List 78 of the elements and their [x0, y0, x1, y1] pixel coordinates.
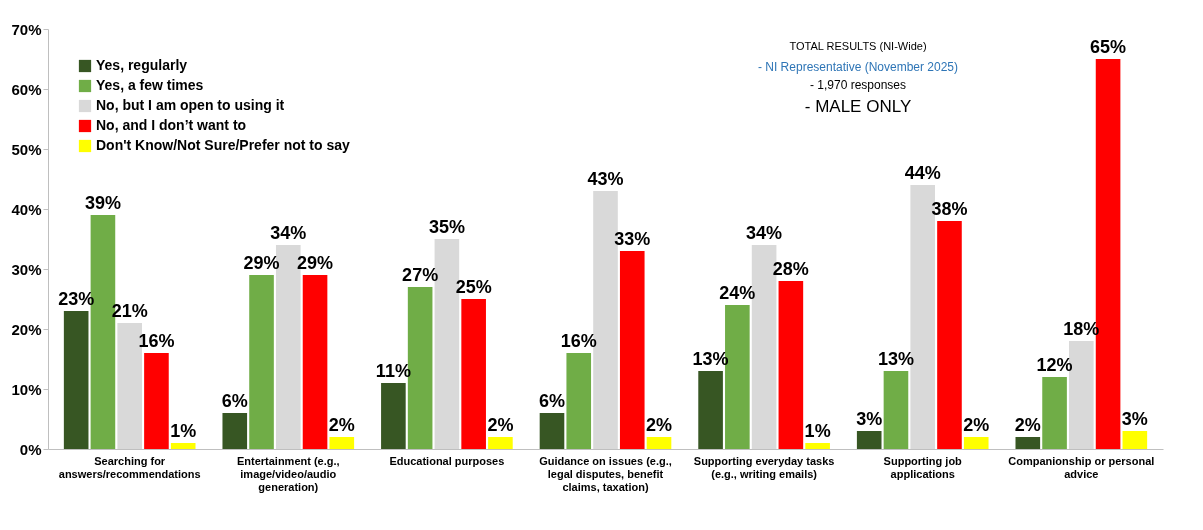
bar — [1122, 431, 1148, 449]
data-label: 34% — [270, 223, 307, 243]
bar — [144, 353, 169, 449]
data-label: 1% — [804, 421, 831, 441]
y-tick-label: 30% — [11, 260, 42, 278]
bar — [1015, 437, 1041, 449]
data-label: 27% — [402, 265, 439, 285]
data-label: 6% — [538, 391, 565, 411]
bar — [302, 275, 328, 449]
bar — [805, 443, 830, 449]
data-label: 2% — [1014, 415, 1041, 435]
y-tick-label: 20% — [11, 320, 42, 338]
data-label: 39% — [84, 193, 121, 213]
y-tick-label: 10% — [11, 380, 42, 398]
bar — [329, 437, 355, 449]
data-label: 2% — [328, 415, 355, 435]
data-label: 28% — [772, 259, 809, 279]
legend-label: Yes, regularly — [96, 57, 188, 73]
bar — [963, 437, 989, 449]
bar — [778, 281, 804, 449]
data-label: 2% — [963, 415, 990, 435]
data-label: 35% — [428, 217, 465, 237]
annotation: TOTAL RESULTS (NI-Wide) — [789, 40, 927, 52]
legend-label: No, and I don’t want to — [96, 117, 247, 133]
data-label: 29% — [297, 253, 334, 273]
data-label: 16% — [560, 331, 597, 351]
bar — [222, 413, 248, 449]
bar — [698, 371, 723, 449]
x-tick-label: Entertainment (e.g., image/video/audio generation) — [236, 454, 340, 493]
data-label: 34% — [746, 223, 783, 243]
x-tick-label: Supporting job applications — [883, 454, 963, 480]
x-tick-label: Guidance on issues (e.g., legal disputes, benefit claims, taxation) — [539, 454, 672, 493]
data-label: 16% — [138, 331, 175, 351]
data-label: 1% — [170, 421, 197, 441]
y-tick-label: 70% — [11, 20, 42, 38]
x-tick-label: Searching for answers/recommendations — [58, 454, 201, 480]
bar — [937, 221, 962, 449]
data-label: 3% — [1121, 409, 1148, 429]
bar — [381, 383, 406, 449]
bar — [883, 371, 909, 449]
x-tick-label: Educational purposes — [389, 454, 505, 467]
data-label: 65% — [1090, 37, 1127, 57]
annotation: - NI Representative (November 2025) — [757, 60, 959, 74]
data-label: 24% — [719, 283, 756, 303]
y-tick-label: 40% — [11, 200, 42, 218]
bar — [170, 443, 196, 449]
bar — [1042, 377, 1067, 449]
data-label: 2% — [487, 415, 514, 435]
data-label: 13% — [877, 349, 914, 369]
bar — [461, 299, 486, 449]
bar — [488, 437, 513, 449]
data-label: 38% — [931, 199, 968, 219]
data-label: 25% — [455, 277, 492, 297]
bar — [856, 431, 882, 449]
data-label: 3% — [856, 409, 883, 429]
bar — [646, 437, 672, 449]
bar — [539, 413, 565, 449]
data-label: 29% — [243, 253, 280, 273]
data-label: 44% — [904, 163, 941, 183]
y-tick-label: 60% — [11, 80, 42, 98]
bar — [566, 353, 592, 449]
legend-label: Yes, a few times — [96, 77, 204, 93]
bar — [63, 311, 89, 449]
data-label: 12% — [1036, 355, 1073, 375]
data-label: 2% — [646, 415, 673, 435]
data-label: 43% — [587, 169, 624, 189]
bar — [619, 251, 645, 449]
y-tick-label: 0% — [19, 440, 42, 458]
x-tick-label: Supporting everyday tasks (e.g., writing emails) — [693, 454, 835, 480]
x-tick-label: Companionship or personal advice — [1008, 454, 1155, 480]
legend-label: No, but I am open to using it — [96, 97, 285, 113]
annotation: - MALE ONLY — [804, 97, 912, 116]
data-label: 33% — [614, 229, 651, 249]
data-label: 6% — [221, 391, 248, 411]
annotation: - 1,970 responses — [809, 78, 907, 92]
bar — [249, 275, 274, 449]
legend-label: Don't Know/Not Sure/Prefer not to say — [96, 137, 350, 153]
y-tick-label: 50% — [11, 140, 42, 158]
